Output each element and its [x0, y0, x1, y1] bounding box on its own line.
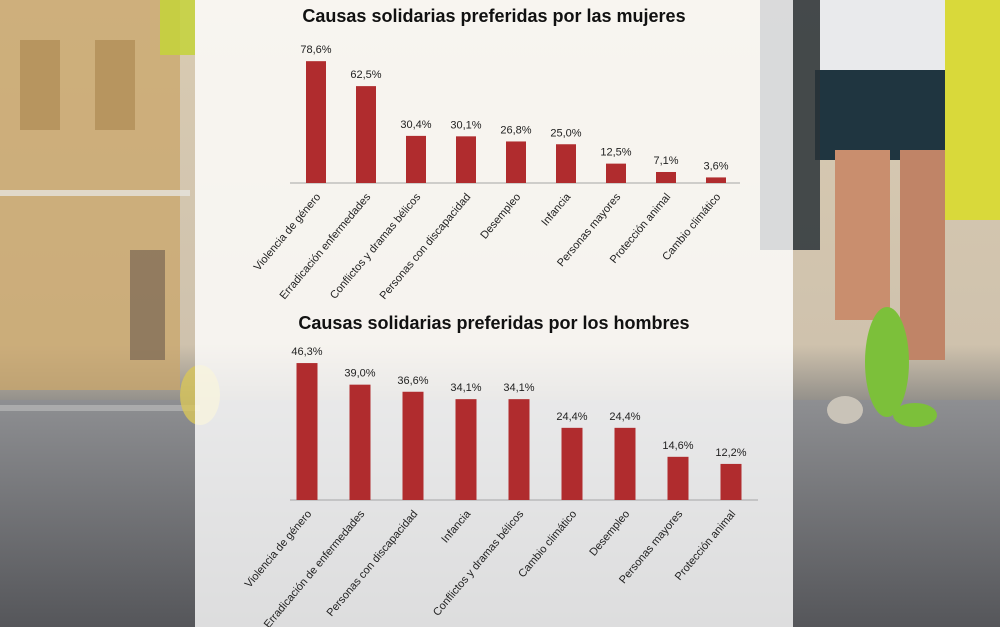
chart-title-men: Causas solidarias preferidas por los hom… [298, 313, 690, 333]
data-label: 26,8% [500, 124, 531, 136]
x-tick-label: Infancia [439, 508, 474, 546]
chart-panel: Causas solidarias preferidas por las muj… [195, 0, 793, 627]
chart-women: Causas solidarias preferidas por las muj… [195, 0, 793, 310]
bar [306, 61, 326, 183]
x-tick-label: Protección animal [673, 508, 738, 583]
data-label: 34,1% [450, 382, 481, 394]
data-label: 3,6% [703, 160, 728, 172]
x-tick-label: Cambio climático [516, 508, 579, 580]
data-label: 30,1% [450, 119, 481, 131]
data-label: 34,1% [503, 382, 534, 394]
data-label: 36,6% [397, 375, 428, 387]
bar [406, 135, 426, 183]
bar [606, 163, 626, 183]
bar [296, 363, 318, 500]
data-label: 25,0% [550, 127, 581, 139]
bar [614, 427, 636, 500]
chart-men: Causas solidarias preferidas por los hom… [195, 310, 793, 627]
bar-chart-men: 46,3%Violencia de género39,0%Erradicació… [243, 346, 758, 627]
x-tick-label: Erradicación de enfermedades [262, 508, 368, 627]
data-label: 12,5% [600, 147, 631, 159]
bar [356, 86, 376, 183]
bar [706, 177, 726, 183]
data-label: 30,4% [400, 119, 431, 131]
data-label: 24,4% [609, 411, 640, 423]
bar [402, 391, 424, 500]
data-label: 24,4% [556, 411, 587, 423]
x-tick-label: Conflictos y dramas bélicos [431, 508, 527, 619]
data-label: 7,1% [653, 155, 678, 167]
data-label: 39,0% [344, 368, 375, 380]
x-tick-label: Personas con discapacidad [325, 508, 421, 619]
bar [506, 141, 526, 183]
bar [456, 136, 476, 183]
x-tick-label: Desempleo [587, 508, 632, 558]
bar [561, 427, 583, 500]
data-label: 78,6% [300, 44, 331, 56]
bar [349, 384, 371, 500]
data-label: 46,3% [291, 346, 322, 358]
bar-chart-women: 78,6%Violencia de género62,5%Erradicació… [252, 44, 740, 302]
chart-title-women: Causas solidarias preferidas por las muj… [302, 6, 686, 26]
x-tick-label: Erradicación enfermedades [278, 191, 374, 302]
data-label: 14,6% [662, 440, 693, 452]
data-label: 12,2% [715, 447, 746, 459]
x-tick-label: Conflictos y dramas bélicos [328, 191, 424, 302]
bar [720, 463, 742, 500]
x-tick-label: Personas con discapacidad [378, 191, 474, 302]
bar [556, 144, 576, 183]
data-label: 62,5% [350, 69, 381, 81]
bar [455, 399, 477, 500]
bar [508, 399, 530, 500]
bar [656, 171, 676, 183]
x-tick-label: Infancia [539, 191, 574, 229]
x-tick-label: Desempleo [478, 191, 523, 241]
bar [667, 456, 689, 500]
